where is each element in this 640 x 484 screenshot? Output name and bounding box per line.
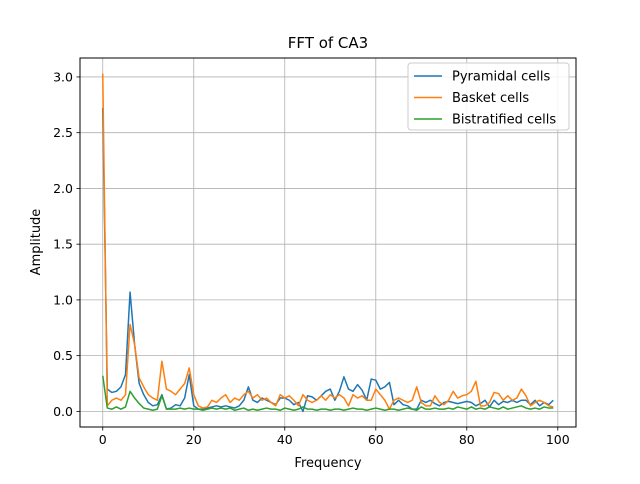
series-line-pyramidal-cells [102,108,554,413]
series-line-bistratified-cells [102,375,554,412]
x-axis-label: Frequency [294,456,361,471]
y-tick-label: 0.0 [53,404,73,419]
series-line-basket-cells [102,73,554,410]
y-tick-label: 2.0 [53,181,73,196]
axis-ticks: 0 20 40 60 80 100 0.0 0.5 1.0 1.5 2.0 2.5 3.0 [53,69,570,447]
series-lines [102,73,554,413]
y-tick-label: 0.5 [53,348,73,363]
x-tick-label: 20 [186,432,202,447]
y-tick-label: 3.0 [53,69,73,84]
legend-label: Bistratified cells [452,113,556,128]
y-tick-label: 1.0 [53,292,73,307]
chart-title: FFT of CA3 [288,34,368,52]
x-tick-label: 100 [546,432,570,447]
legend-label: Pyramidal cells [452,70,550,85]
x-tick-label: 80 [459,432,475,447]
plot-frame [79,57,577,428]
y-axis-label: Amplitude [29,209,44,276]
grid-lines [80,58,576,427]
x-tick-label: 60 [368,432,384,447]
y-tick-label: 2.5 [53,125,73,140]
legend-label: Basket cells [452,91,529,106]
legend-box [407,62,570,131]
x-tick-label: 40 [277,432,293,447]
x-tick-label: 0 [99,432,107,447]
legend: Pyramidal cells Basket cells Bistratified … [407,62,570,131]
y-tick-label: 1.5 [53,237,73,252]
